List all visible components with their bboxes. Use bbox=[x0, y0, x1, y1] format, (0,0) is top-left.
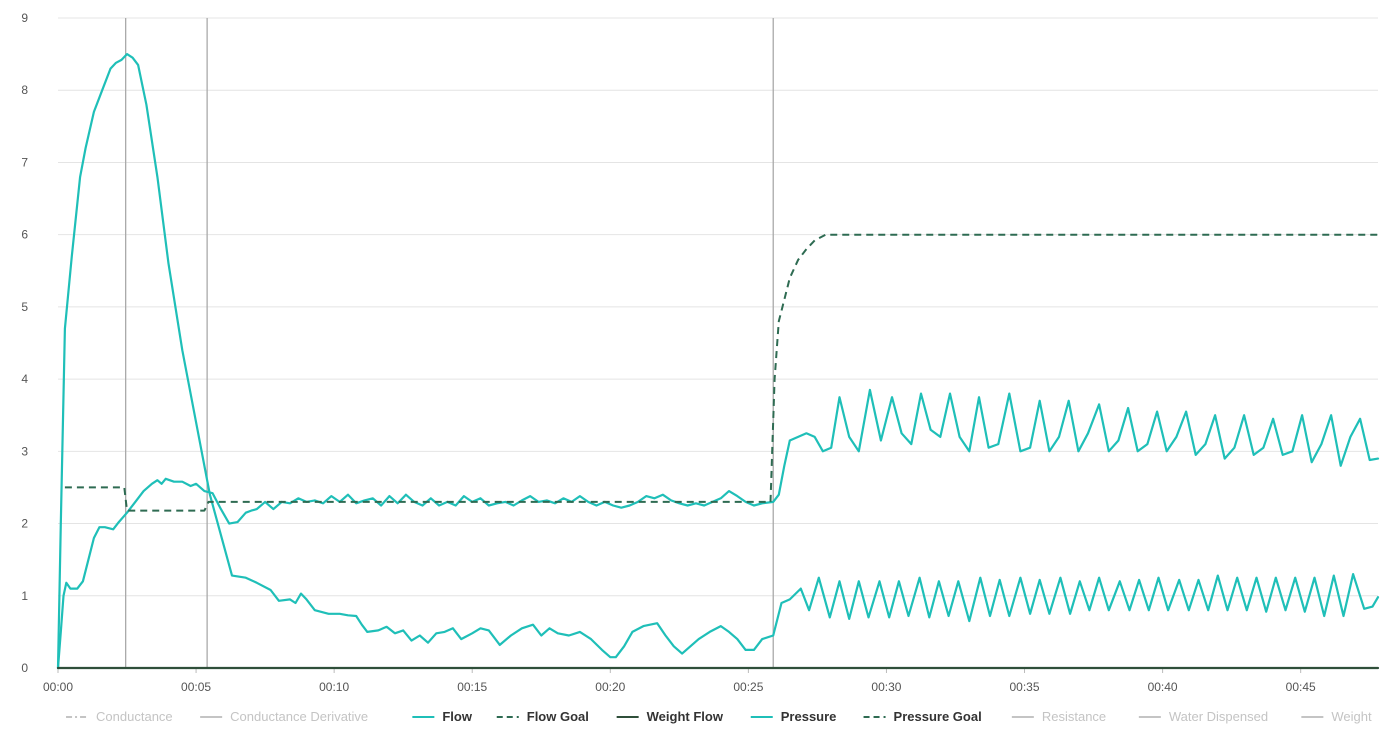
legend-label: Weight Flow bbox=[647, 709, 724, 724]
legend-item-flow[interactable]: Flow bbox=[412, 709, 473, 724]
legend-label: Weight bbox=[1331, 709, 1372, 724]
y-tick-label: 6 bbox=[21, 228, 28, 242]
y-tick-label: 8 bbox=[21, 83, 28, 97]
legend-item-pressure[interactable]: Pressure bbox=[750, 709, 837, 724]
series-line-flow bbox=[56, 388, 1380, 670]
legend-label: Flow bbox=[442, 709, 472, 724]
phase-markers bbox=[125, 18, 774, 668]
y-tick-label: 7 bbox=[21, 155, 28, 169]
legend-label: Pressure bbox=[781, 709, 837, 724]
legend-label: Conductance Derivative bbox=[230, 709, 368, 724]
x-tick-label: 00:10 bbox=[319, 680, 349, 694]
legend-item-conductance-derivative[interactable]: Conductance Derivative bbox=[200, 709, 368, 724]
y-tick-label: 4 bbox=[21, 372, 28, 386]
x-tick-label: 00:35 bbox=[1010, 680, 1040, 694]
grid-lines bbox=[58, 17, 1378, 597]
y-tick-label: 9 bbox=[21, 11, 28, 25]
legend-item-water-dispensed[interactable]: Water Dispensed bbox=[1138, 709, 1268, 724]
legend-item-pressure-goal[interactable]: Pressure Goal bbox=[863, 709, 982, 724]
legend: Conductance Conductance Derivative Flow Flo… bbox=[66, 709, 1372, 724]
legend-label: Conductance bbox=[96, 709, 173, 724]
legend-item-weight[interactable]: Weight bbox=[1301, 709, 1372, 724]
x-tick-label: 00:45 bbox=[1286, 680, 1316, 694]
series-line-pressure-goal bbox=[769, 233, 1378, 502]
y-tick-label: 1 bbox=[21, 589, 28, 603]
x-tick-label: 00:40 bbox=[1148, 680, 1178, 694]
legend-label: Pressure Goal bbox=[894, 709, 982, 724]
axes: 0 1 2 3 4 5 6 7 8 9 00:00 00:05 00:10 00:15 00:20 00:25… bbox=[21, 11, 1378, 694]
series-lines bbox=[56, 53, 1380, 670]
series-line-flow-goal bbox=[64, 486, 771, 512]
x-tick-label: 00:20 bbox=[595, 680, 625, 694]
legend-label: Flow Goal bbox=[527, 709, 589, 724]
legend-label: Resistance bbox=[1042, 709, 1106, 724]
x-tick-label: 00:00 bbox=[43, 680, 73, 694]
y-tick-label: 0 bbox=[21, 661, 28, 675]
y-tick-label: 3 bbox=[21, 444, 28, 458]
x-tick-label: 00:15 bbox=[457, 680, 487, 694]
legend-label: Water Dispensed bbox=[1169, 709, 1268, 724]
x-tick-label: 00:30 bbox=[871, 680, 901, 694]
legend-item-resistance[interactable]: Resistance bbox=[1011, 709, 1106, 724]
series-line-pressure bbox=[56, 53, 1380, 670]
x-tick-label: 00:25 bbox=[733, 680, 763, 694]
legend-item-flow-goal[interactable]: Flow Goal bbox=[496, 709, 589, 724]
y-tick-label: 5 bbox=[21, 300, 28, 314]
x-tick-label: 00:05 bbox=[181, 680, 211, 694]
y-tick-label: 2 bbox=[21, 517, 28, 531]
legend-item-weight-flow[interactable]: Weight Flow bbox=[616, 709, 724, 724]
legend-item-conductance[interactable]: Conductance bbox=[66, 709, 173, 724]
